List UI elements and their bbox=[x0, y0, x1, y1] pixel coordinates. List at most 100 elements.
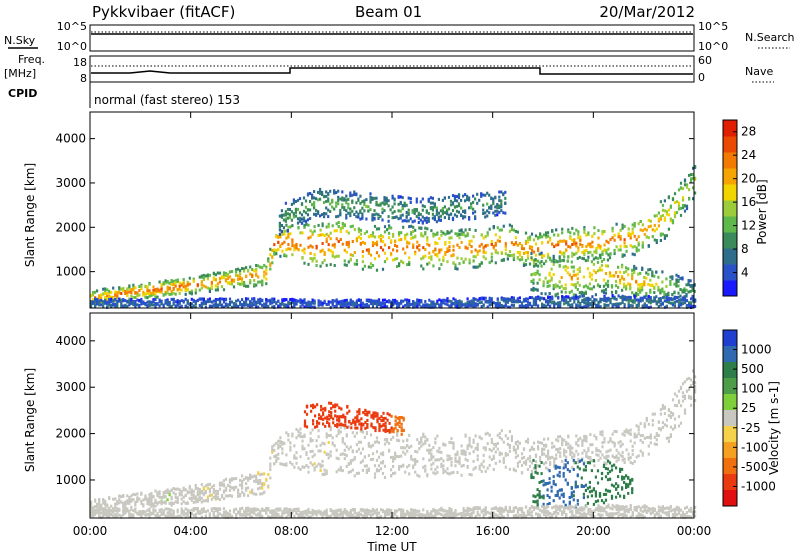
data-cell bbox=[611, 454, 614, 458]
data-cell bbox=[606, 284, 610, 288]
data-cell bbox=[637, 293, 640, 296]
data-cell bbox=[375, 450, 379, 454]
data-cell bbox=[426, 227, 429, 231]
data-cell bbox=[428, 451, 431, 455]
data-cell bbox=[96, 289, 99, 293]
data-cell bbox=[397, 202, 400, 206]
data-cell bbox=[273, 443, 276, 447]
data-cell bbox=[653, 442, 656, 446]
data-cell bbox=[210, 280, 213, 284]
data-cell bbox=[482, 453, 485, 457]
data-cell bbox=[347, 211, 350, 215]
data-cell bbox=[335, 470, 338, 474]
data-cell bbox=[164, 495, 167, 499]
data-cell bbox=[694, 390, 697, 394]
data-cell bbox=[532, 281, 535, 285]
data-cell bbox=[581, 256, 584, 260]
data-cell bbox=[358, 422, 361, 426]
data-cell bbox=[597, 245, 600, 249]
data-cell bbox=[398, 303, 401, 306]
data-cell bbox=[578, 270, 581, 273]
data-cell bbox=[292, 213, 295, 217]
data-cell bbox=[692, 176, 695, 180]
data-cell bbox=[627, 234, 630, 237]
data-cell bbox=[138, 285, 141, 288]
data-cell bbox=[378, 423, 381, 427]
data-cell bbox=[337, 300, 340, 304]
data-cell bbox=[457, 204, 461, 208]
data-cell bbox=[596, 283, 600, 287]
data-cell bbox=[476, 302, 479, 306]
data-cell bbox=[202, 302, 205, 306]
data-cell bbox=[591, 459, 594, 463]
data-cell bbox=[600, 259, 604, 263]
data-cell bbox=[530, 258, 534, 261]
data-cell bbox=[372, 426, 375, 430]
date-title: 20/Mar/2012 bbox=[599, 3, 695, 21]
data-cell bbox=[436, 232, 439, 236]
data-cell bbox=[597, 302, 600, 306]
data-cell bbox=[500, 452, 503, 456]
data-cell bbox=[472, 440, 475, 444]
data-cell bbox=[373, 300, 377, 304]
data-cell bbox=[494, 213, 497, 217]
data-cell bbox=[665, 300, 668, 303]
data-cell bbox=[675, 394, 679, 398]
data-cell bbox=[657, 427, 660, 431]
data-cell bbox=[285, 431, 288, 435]
data-cell bbox=[349, 445, 352, 449]
data-cell bbox=[657, 275, 660, 279]
data-cell bbox=[537, 295, 540, 299]
data-cell bbox=[585, 245, 588, 248]
data-cell bbox=[104, 301, 107, 305]
data-cell bbox=[323, 234, 326, 237]
data-cell bbox=[540, 260, 543, 264]
data-cell bbox=[118, 297, 121, 301]
data-cell bbox=[134, 305, 137, 309]
data-cell bbox=[377, 203, 380, 207]
data-cell bbox=[667, 208, 670, 212]
data-cell bbox=[417, 221, 420, 224]
data-cell bbox=[464, 305, 467, 309]
data-cell bbox=[257, 472, 260, 475]
data-cell bbox=[357, 212, 360, 216]
data-cell bbox=[651, 270, 654, 274]
data-cell bbox=[498, 436, 501, 439]
data-cell bbox=[593, 464, 596, 468]
data-cell bbox=[615, 459, 618, 463]
data-cell bbox=[224, 297, 228, 301]
data-cell bbox=[570, 265, 573, 269]
data-cell bbox=[365, 198, 368, 202]
data-cell bbox=[539, 441, 542, 445]
data-cell bbox=[549, 295, 552, 299]
data-cell bbox=[567, 255, 570, 259]
data-cell bbox=[273, 251, 276, 254]
data-cell bbox=[265, 477, 268, 481]
data-cell bbox=[180, 493, 183, 497]
data-cell bbox=[637, 235, 640, 239]
data-cell bbox=[621, 442, 624, 446]
data-cell bbox=[657, 217, 660, 221]
data-cell bbox=[623, 297, 626, 301]
data-cell bbox=[390, 226, 393, 230]
data-cell bbox=[319, 233, 322, 237]
data-cell bbox=[379, 215, 382, 218]
data-cell bbox=[629, 287, 632, 291]
data-cell bbox=[484, 469, 487, 473]
data-cell bbox=[379, 203, 382, 207]
data-cell bbox=[156, 492, 159, 496]
data-cell bbox=[438, 450, 441, 454]
data-cell bbox=[432, 232, 435, 236]
data-cell bbox=[455, 214, 459, 218]
data-cell bbox=[673, 291, 676, 295]
data-cell bbox=[106, 299, 109, 303]
data-cell bbox=[460, 257, 463, 261]
data-cell bbox=[673, 211, 677, 215]
data-cell bbox=[492, 454, 495, 458]
data-cell bbox=[490, 458, 493, 461]
data-cell bbox=[317, 234, 320, 237]
data-cell bbox=[482, 446, 485, 450]
data-cell bbox=[180, 299, 183, 303]
data-cell bbox=[584, 291, 587, 295]
data-cell bbox=[353, 213, 356, 216]
